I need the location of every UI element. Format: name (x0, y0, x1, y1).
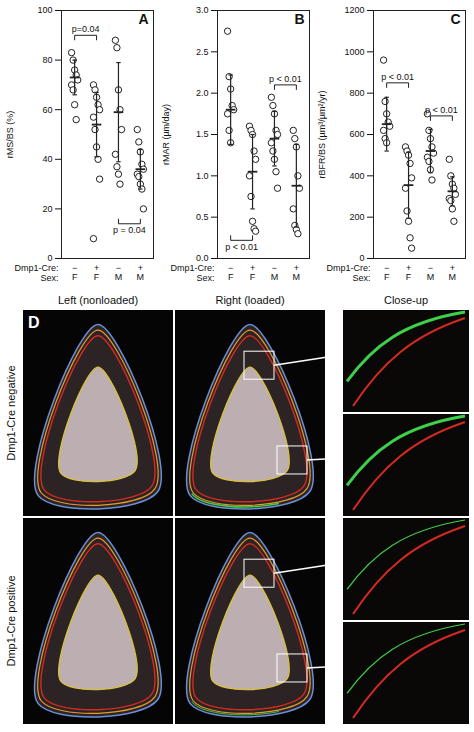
svg-text:Right (loaded): Right (loaded) (215, 294, 284, 306)
svg-text:p < 0.01: p < 0.01 (425, 105, 458, 115)
svg-text:+F: +F (250, 263, 256, 282)
svg-text:−M: −M (115, 263, 123, 282)
svg-text:3.0: 3.0 (196, 5, 209, 15)
svg-text:+F: +F (94, 263, 100, 282)
svg-text:+M: +M (293, 263, 301, 282)
svg-text:400: 400 (349, 171, 364, 181)
svg-text:Sex:: Sex: (352, 273, 370, 283)
svg-text:Close-up: Close-up (384, 294, 428, 306)
svg-text:1200: 1200 (344, 5, 364, 15)
svg-text:+F: +F (406, 263, 412, 282)
svg-text:0: 0 (359, 253, 364, 263)
svg-text:1000: 1000 (344, 47, 364, 57)
svg-text:Sex:: Sex: (196, 273, 214, 283)
svg-text:600: 600 (349, 129, 364, 139)
svg-text:A: A (138, 11, 148, 27)
svg-text:−F: −F (72, 263, 78, 282)
svg-text:−M: −M (427, 263, 435, 282)
svg-text:20: 20 (42, 204, 52, 214)
svg-text:2.0: 2.0 (196, 88, 209, 98)
svg-text:+M: +M (137, 263, 145, 282)
svg-text:0.0: 0.0 (196, 253, 209, 263)
svg-text:0.5: 0.5 (196, 212, 209, 222)
svg-text:Dmp1-Cre:: Dmp1-Cre: (14, 263, 58, 273)
svg-text:Dmp1-Cre negative: Dmp1-Cre negative (5, 365, 17, 460)
svg-text:D: D (28, 314, 40, 331)
svg-text:p < 0.01: p < 0.01 (269, 74, 302, 84)
svg-text:0: 0 (47, 253, 52, 263)
svg-text:p < 0.01: p < 0.01 (381, 72, 414, 82)
svg-text:Left (nonloaded): Left (nonloaded) (58, 294, 138, 306)
svg-text:60: 60 (42, 105, 52, 115)
svg-text:Sex:: Sex: (40, 273, 58, 283)
svg-text:1.0: 1.0 (196, 171, 209, 181)
svg-text:p = 0.04: p = 0.04 (113, 225, 146, 235)
svg-text:−F: −F (228, 263, 234, 282)
svg-text:−F: −F (384, 263, 390, 282)
svg-text:−M: −M (271, 263, 279, 282)
svg-text:C: C (450, 11, 460, 27)
svg-text:40: 40 (42, 154, 52, 164)
svg-text:Dmp1-Cre:: Dmp1-Cre: (170, 263, 214, 273)
svg-text:1.5: 1.5 (196, 129, 209, 139)
svg-text:800: 800 (349, 88, 364, 98)
svg-text:Dmp1-Cre:: Dmp1-Cre: (326, 263, 370, 273)
svg-text:rBFR/BS (µm³/µm²/yr): rBFR/BS (µm³/µm²/yr) (317, 91, 327, 179)
svg-text:rMAR (µm/day): rMAR (µm/day) (161, 104, 171, 165)
svg-text:p < 0.01: p < 0.01 (225, 242, 258, 252)
svg-text:100: 100 (37, 5, 52, 15)
svg-text:80: 80 (42, 55, 52, 65)
svg-text:p=0.04: p=0.04 (72, 24, 100, 34)
svg-text:+M: +M (449, 263, 457, 282)
svg-text:B: B (294, 11, 304, 27)
svg-text:200: 200 (349, 212, 364, 222)
svg-text:Dmp1-Cre positive: Dmp1-Cre positive (5, 575, 17, 666)
svg-text:2.5: 2.5 (196, 47, 209, 57)
svg-text:rMS/BS (%): rMS/BS (%) (5, 111, 15, 159)
